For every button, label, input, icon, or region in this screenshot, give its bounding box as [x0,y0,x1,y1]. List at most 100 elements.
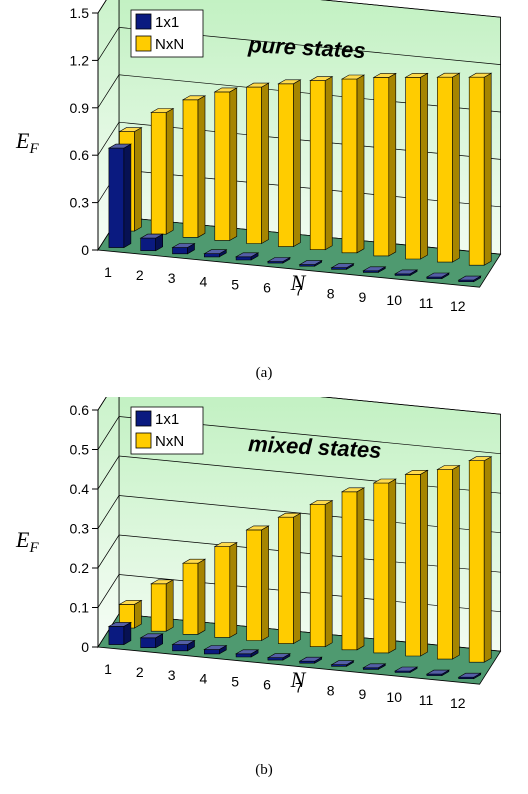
bar-NxN-11 [436,464,461,660]
legend: 1x1 NxN [130,406,204,455]
legend-label-1x1: 1x1 [155,14,179,31]
bar-1x1-4 [203,644,228,655]
bar-NxN-5 [245,525,270,642]
y-tick-label: 0.3 [70,521,90,537]
x-tick-label: 1 [104,264,112,280]
gridline [97,121,501,160]
bar-1x1-10 [393,269,419,277]
x-tick-label: 12 [450,695,466,711]
gridline [97,416,501,455]
x-tick-label: 8 [327,683,335,699]
gridline [97,397,501,415]
legend-swatch-NxN [135,35,152,52]
x-tick-label: 11 [419,295,434,311]
bar-NxN-12 [468,72,493,266]
bar-1x1-4 [203,249,228,258]
x-tick-label: 3 [168,667,176,683]
bar-1x1-5 [234,252,260,261]
bar-1x1-12 [457,275,482,283]
y-tick-label: 1.2 [70,52,90,68]
bar-1x1-10 [393,666,419,674]
y-tick-label: 0 [81,639,89,655]
x-tick-label: 5 [231,673,239,689]
bar-NxN-7 [309,499,334,648]
y-axis-label: EF [15,128,39,157]
y-tick-label: 0.9 [70,100,90,116]
bar-NxN-4 [213,87,238,241]
bar-NxN-2 [150,579,175,632]
bar-NxN-2 [150,107,175,235]
y-tick-label: 0.6 [70,402,90,418]
panel-label: (b) [255,762,273,778]
x-tick-label: 7 [295,680,303,696]
x-tick-label: 4 [200,273,208,289]
bar-NxN-3 [181,558,207,635]
legend-label-NxN: NxN [155,36,184,53]
bar-1x1-1 [107,143,133,249]
bar-NxN-9 [372,72,397,257]
bar-NxN-10 [404,72,429,260]
x-tick-label: 8 [327,286,335,302]
bar-1x1-2 [139,233,164,252]
side-wall [97,397,120,649]
bar-NxN-12 [468,456,493,663]
legend-label-NxN: NxN [155,433,184,450]
x-tick-label: 6 [263,280,271,296]
chart-panel-b: 0 0.1 0.2 0.3 0.4 0.5 0.6 1 2 3 4 5 6 7 8 9 10 11 12 N EF mix… [0,397,528,794]
y-tick-label: 1.5 [70,5,90,21]
gridline [97,495,501,534]
bar-NxN-6 [277,79,302,248]
x-tick-label: 6 [263,677,271,693]
bar-1x1-2 [139,633,164,649]
bar-NxN-11 [436,72,461,263]
bar-1x1-5 [234,649,260,658]
bar-1x1-7 [298,656,323,664]
bar-NxN-8 [340,74,366,254]
bar-1x1-9 [362,266,387,273]
panel-label: (a) [256,365,273,381]
x-tick-label: 11 [419,692,434,708]
bar-1x1-9 [362,663,387,670]
bar-NxN-4 [213,541,238,638]
bar-1x1-11 [425,272,451,280]
x-tick-label: 9 [359,289,367,305]
bar-1x1-6 [266,256,292,264]
bar-1x1-11 [425,669,451,677]
gridline [97,574,501,613]
x-tick-label: 5 [231,276,239,292]
bar-NxN-7 [309,76,334,251]
bar-NxN-9 [372,478,397,654]
bar-1x1-7 [298,260,323,267]
x-axis-label: N [290,667,307,692]
bar-NxN-3 [181,95,207,238]
y-tick-label: 0.6 [70,147,90,163]
legend-label-1x1: 1x1 [155,411,179,428]
bar-1x1-8 [330,263,355,270]
x-tick-label: 12 [450,298,466,314]
gridline [97,0,501,18]
legend-swatch-1x1 [135,13,152,30]
x-tick-label: 10 [386,689,402,705]
x-tick-label: 10 [386,292,402,308]
chart-title: pure states [247,32,367,63]
x-tick-label: 7 [295,283,303,299]
bar-1x1-8 [330,660,355,667]
y-tick-label: 0.1 [70,600,90,616]
y-tick-label: 0.3 [70,195,90,211]
gridline [97,27,501,65]
x-axis-label: N [290,270,307,295]
gridline [97,74,501,113]
chart-panel-a: 0 0.3 0.6 0.9 1.2 1.5 1 2 3 4 5 6 7 8 9 10 11 12 N EF pure s… [15,0,502,381]
x-tick-label: 4 [200,670,208,686]
y-tick-label: 0.2 [70,560,90,576]
legend-swatch-NxN [135,432,152,449]
bar-1x1-3 [171,242,196,255]
x-tick-label: 1 [104,661,112,677]
chart-b-svg: 00.10.20.30.40.50.61 2 3 4 5 6 7 8 9 10 11 12NEFmix… [15,397,502,778]
bar-NxN-6 [277,512,302,645]
bar-1x1-12 [457,672,482,680]
bar-NxN-10 [404,469,429,657]
gridline [97,455,501,494]
bar-NxN-5 [245,82,270,245]
